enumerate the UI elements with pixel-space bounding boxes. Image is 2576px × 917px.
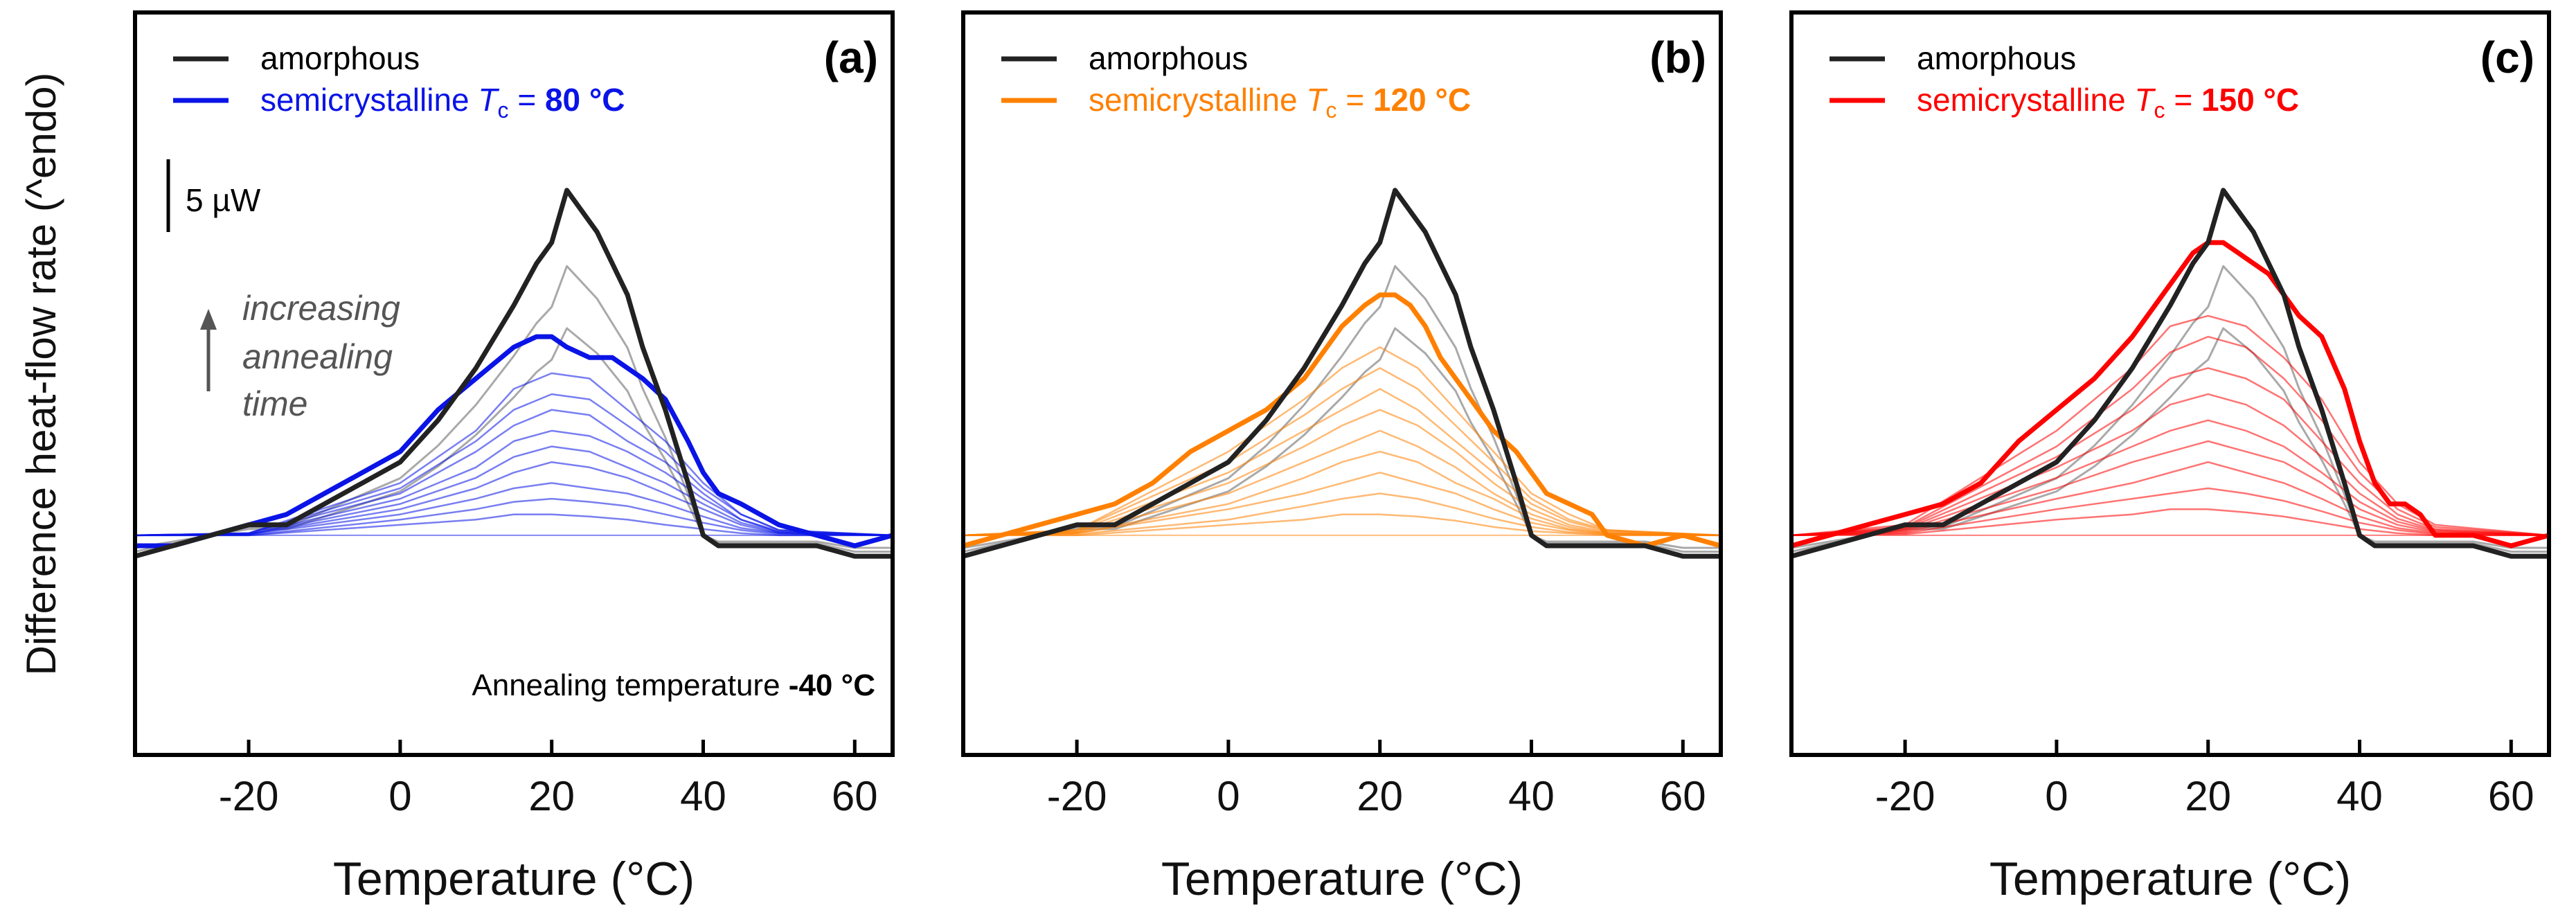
panel-a-semicrystalline-trace-2 [134, 393, 893, 537]
panel-c-x-label: Temperature (°C) [1989, 853, 2351, 905]
panel-b-x-label: Temperature (°C) [1161, 853, 1523, 905]
panel-c-semicrystalline-trace-5 [1791, 419, 2550, 537]
panel-c-semicrystalline-trace-4 [1791, 393, 2550, 537]
panel-a-legend-semicrystalline-label: semicrystalline Tc = 80 °C [260, 82, 625, 123]
panel-c-semicrystalline-trace-8 [1791, 487, 2550, 537]
panel-c-x-axis: -20 0 20 40 60 [1875, 740, 2534, 819]
annealing-arrow-up-icon [200, 309, 217, 330]
panel-b-legend-semicrystalline-label: semicrystalline Tc = 120 °C [1089, 82, 1471, 123]
panel-c-x-tick-label: 20 [2185, 773, 2231, 819]
panel-b-semicrystalline-trace-5 [963, 429, 1721, 537]
panel-b-frame [961, 10, 1723, 757]
panel-b-semicrystalline-trace-6 [963, 450, 1721, 537]
panel-c-legend-semicrystalline-label: semicrystalline Tc = 150 °C [1917, 82, 2299, 123]
panel-b-x-tick-label: -20 [1047, 773, 1107, 819]
panel-a-semicrystalline-trace-5 [134, 445, 893, 537]
panel-b-x-tick-label: 40 [1508, 773, 1555, 819]
panel-a-x-tick-label: 40 [680, 773, 726, 819]
panel-c-semicrystalline-trace-3 [1791, 367, 2550, 537]
panel-a-semicrystalline-trace-4 [134, 429, 893, 537]
panel-a: -20 0 20 40 60 Temperature (°C) (a) amorphou… [133, 10, 895, 905]
panel-a-semicrystalline-trace-9 [135, 513, 893, 537]
annealing-temperature-note: Annealing temperature -40 °C [472, 668, 875, 702]
panel-a-legend-amorphous-label: amorphous [260, 40, 420, 76]
panel-b-semicrystalline-trace-4 [963, 409, 1721, 537]
panel-a-amorphous-gray-trace-2 [134, 327, 893, 549]
panel-c-semicrystalline-line [1791, 240, 2550, 549]
panel-c-traces [1791, 188, 2550, 559]
panel-c-semicrystalline-trace-7 [1791, 461, 2550, 537]
panel-a-label: (a) [824, 33, 878, 82]
panel-a-semicrystalline-line [135, 334, 893, 549]
panel-c-frame [1789, 10, 2551, 757]
panel-c-label: (c) [2480, 33, 2534, 82]
panel-b-x-axis: -20 0 20 40 60 [1047, 740, 1706, 819]
panel-c-semicrystalline-trace-6 [1791, 440, 2550, 537]
panel-b-amorphous-line [963, 188, 1721, 559]
panel-b-traces [963, 188, 1721, 559]
panel-a-x-tick-label: 60 [832, 773, 878, 819]
panel-b-label: (b) [1649, 33, 1706, 82]
arrow-text-line-3: time [242, 384, 307, 423]
panel-a-semicrystalline-trace-7 [134, 482, 893, 537]
panel-c-amorphous-gray-trace-2 [1791, 327, 2549, 549]
scale-bar-label: 5 µW [186, 182, 261, 218]
panel-a-semicrystalline-trace-6 [134, 461, 893, 537]
panel-a-semicrystalline-trace-8 [135, 497, 893, 537]
panel-b-semicrystalline-trace-2 [963, 367, 1721, 537]
panel-b-x-tick-label: 60 [1660, 773, 1706, 819]
panel-b-semicrystalline-trace-8 [963, 492, 1721, 537]
panel-c-x-tick-label: -20 [1875, 773, 1935, 819]
panel-a-x-axis: -20 0 20 40 60 [219, 740, 878, 819]
panel-c-legend-amorphous-label: amorphous [1917, 40, 2076, 76]
panel-c-x-tick-label: 40 [2336, 773, 2383, 819]
panel-a-frame [133, 10, 895, 757]
panel-a-x-tick-label: -20 [219, 773, 279, 819]
panel-c-semicrystalline-trace-9 [1791, 508, 2549, 537]
panel-a-x-tick-label: 0 [388, 773, 411, 819]
panel-c: -20 0 20 40 60 Temperature (°C) (c) amorphou… [1789, 10, 2551, 905]
panel-c-amorphous-line [1791, 188, 2549, 559]
panel-c-x-tick-label: 60 [2488, 773, 2534, 819]
panel-a-traces [134, 188, 893, 559]
panel-c-x-tick-label: 0 [2045, 773, 2068, 819]
panel-b-legend-amorphous-label: amorphous [1089, 40, 1248, 76]
panel-b-x-tick-label: 20 [1357, 773, 1403, 819]
panel-b-semicrystalline-trace-7 [963, 472, 1721, 537]
panel-b-semicrystalline-trace-3 [963, 388, 1721, 537]
y-axis-label: Difference heat-flow rate (^endo) [18, 73, 64, 676]
panel-b-semicrystalline-trace-9 [963, 513, 1721, 537]
panel-a-x-tick-label: 20 [528, 773, 575, 819]
panel-b: -20 0 20 40 60 Temperature (°C) (b) amorphou… [961, 10, 1723, 905]
panel-a-amorphous-line [134, 188, 893, 559]
panel-b-semicrystalline-line [963, 292, 1721, 549]
panel-b-semicrystalline-trace-1 [963, 346, 1721, 537]
arrow-text-line-2: annealing [242, 337, 393, 376]
panel-a-x-label: Temperature (°C) [333, 853, 695, 905]
panel-b-x-tick-label: 0 [1217, 773, 1240, 819]
arrow-text-line-1: increasing [242, 289, 400, 328]
panel-c-semicrystalline-trace-2 [1791, 335, 2550, 537]
panel-c-semicrystalline-trace-1 [1791, 314, 2550, 537]
